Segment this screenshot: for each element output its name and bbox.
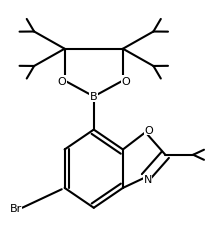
Text: O: O [121, 76, 130, 86]
Text: O: O [57, 76, 66, 86]
Text: B: B [90, 92, 98, 102]
Text: O: O [144, 125, 153, 135]
Text: Br: Br [10, 203, 22, 213]
Text: N: N [143, 175, 152, 185]
